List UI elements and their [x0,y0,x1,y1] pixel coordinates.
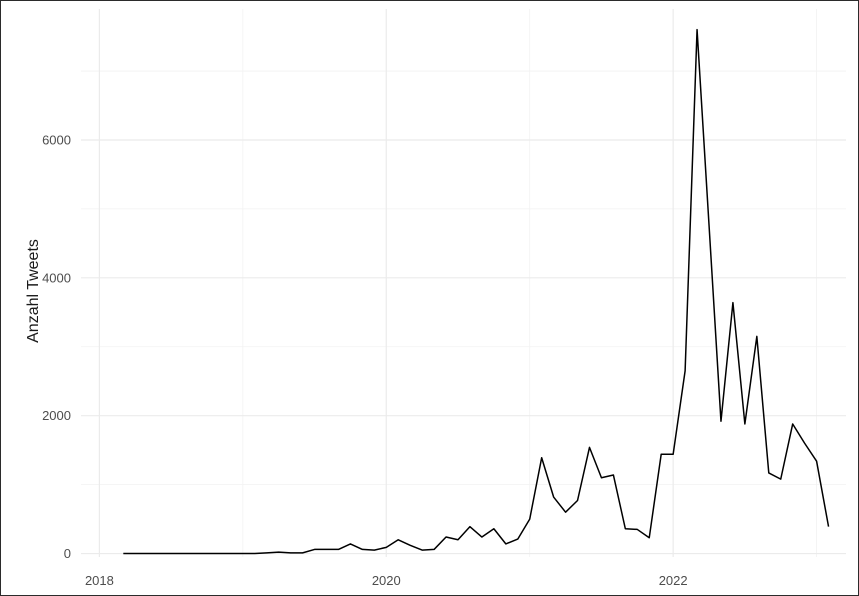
data-point [135,553,136,554]
data-point [792,423,793,424]
data-point [768,472,769,473]
data-point [649,537,650,538]
data-point [457,539,458,540]
data-point [254,553,255,554]
data-point [194,553,195,554]
data-point [577,500,578,501]
data-point [696,29,697,30]
data-point [147,553,148,554]
data-point [445,536,446,537]
data-point [410,545,411,546]
data-point [661,454,662,455]
data-point [541,457,542,458]
x-tick-label: 2018 [85,573,114,588]
series-line-0 [123,28,830,555]
data-point [422,550,423,551]
data-point [242,553,243,554]
y-axis-title: Anzahl Tweets [25,239,42,343]
data-point [589,447,590,448]
data-point [230,553,231,554]
x-tick-label: 2020 [372,573,401,588]
data-point [708,224,709,225]
y-tick-label: 0 [64,546,71,561]
y-tick-label: 4000 [42,270,71,285]
series-layer [123,28,830,555]
data-point [171,553,172,554]
x-tick-label: 2022 [659,573,688,588]
data-point [386,547,387,548]
data-point [159,553,160,554]
data-point [123,553,124,554]
data-point [565,512,566,513]
data-point [601,477,602,478]
data-point [218,553,219,554]
grid [81,9,846,557]
data-point [326,549,327,550]
y-tick-label: 6000 [42,132,71,147]
data-point [720,421,721,422]
data-point [290,552,291,553]
data-point [350,543,351,544]
data-point [374,550,375,551]
data-point [517,538,518,539]
data-point [505,543,506,544]
data-point [637,529,638,530]
data-point [206,553,207,554]
data-point [685,370,686,371]
data-point [338,549,339,550]
data-point [481,536,482,537]
data-point [278,552,279,553]
data-point [529,518,530,519]
data-point [266,552,267,553]
data-point [362,549,363,550]
data-point [828,526,829,527]
data-point [302,552,303,553]
data-point [732,302,733,303]
data-point [493,528,494,529]
tick-labels: 2018 2020 2022 0 2000 4000 6000 [42,132,688,588]
data-point [314,549,315,550]
data-point [816,461,817,462]
data-point [756,336,757,337]
data-point [673,454,674,455]
data-point [398,539,399,540]
data-point [804,443,805,444]
data-point [613,474,614,475]
data-point [553,496,554,497]
data-point [744,423,745,424]
y-tick-label: 2000 [42,408,71,423]
data-point [780,479,781,480]
data-point [182,553,183,554]
data-point [469,526,470,527]
data-point [433,549,434,550]
data-point [625,528,626,529]
